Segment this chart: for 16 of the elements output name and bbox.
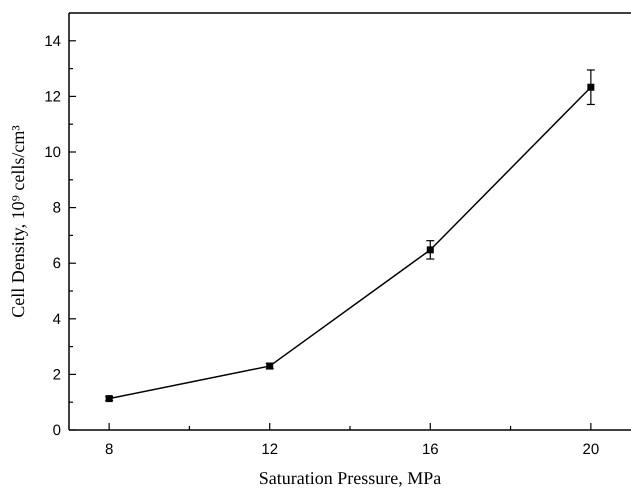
y-tick-label: 6 xyxy=(52,255,61,272)
y-tick-label: 0 xyxy=(52,422,61,439)
y-axis-title: Cell Density, 10⁹ cells/cm³ xyxy=(8,124,28,318)
x-tick-label: 8 xyxy=(104,441,114,458)
x-tick-label: 16 xyxy=(422,441,439,458)
x-axis-title: Saturation Pressure, MPa xyxy=(258,468,442,488)
y-tick-label: 2 xyxy=(52,366,61,384)
point xyxy=(426,246,434,254)
y-tick-label: 8 xyxy=(52,200,61,217)
x-tick-label: 12 xyxy=(261,441,278,458)
y-tick-label: 4 xyxy=(52,310,61,328)
y-tick-label: 14 xyxy=(44,32,61,50)
y-tick-label: 12 xyxy=(44,88,61,106)
x-tick-label: 20 xyxy=(582,441,600,458)
y-tick-label: 10 xyxy=(44,144,61,161)
point xyxy=(587,84,594,91)
